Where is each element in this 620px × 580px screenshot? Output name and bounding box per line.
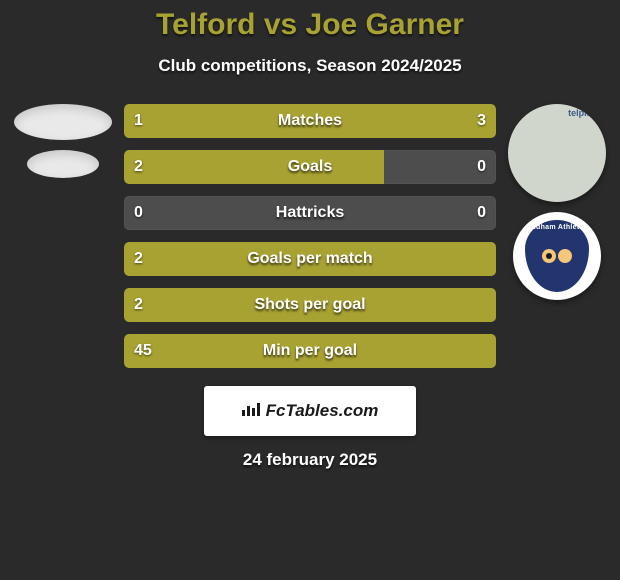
stat-value-left: 2 (134, 250, 143, 268)
stat-value-left: 1 (134, 112, 143, 130)
stat-row: 2 0 Goals (124, 150, 496, 184)
chart-icon (242, 402, 260, 420)
club-name-text: Oldham Athletic (525, 224, 589, 231)
stat-row: 0 0 Hattricks (124, 196, 496, 230)
stat-value-right: 3 (477, 112, 486, 130)
left-club-badge-placeholder (27, 150, 99, 178)
right-player-col: telpi.v. Oldham Athletic (502, 104, 612, 300)
main-row: 1 3 Matches 2 0 Goals 0 0 Hattricks 2 Goals per ma… (0, 104, 620, 368)
stat-label: Goals per match (247, 250, 372, 268)
avatar-watermark: telpi.v. (568, 108, 596, 118)
stat-row: 2 Goals per match (124, 242, 496, 276)
stats-bars: 1 3 Matches 2 0 Goals 0 0 Hattricks 2 Goals per ma… (118, 104, 502, 368)
stat-label: Min per goal (263, 342, 357, 360)
date-text: 24 february 2025 (0, 450, 620, 470)
subtitle: Club competitions, Season 2024/2025 (0, 56, 620, 76)
attribution-text: FcTables.com (266, 401, 379, 421)
left-player-col (8, 104, 118, 178)
stat-bar-left (124, 150, 384, 184)
stat-value-left: 0 (134, 204, 143, 222)
comparison-card: Telford vs Joe Garner Club competitions,… (0, 0, 620, 470)
stat-value-left: 45 (134, 342, 152, 360)
stat-value-left: 2 (134, 158, 143, 176)
stat-value-right: 0 (477, 158, 486, 176)
stat-bar-right (217, 104, 496, 138)
attribution-badge: FcTables.com (204, 386, 416, 436)
stat-row: 2 Shots per goal (124, 288, 496, 322)
right-player-avatar: telpi.v. (508, 104, 606, 202)
stat-label: Hattricks (276, 204, 344, 222)
stat-row: 45 Min per goal (124, 334, 496, 368)
stat-label: Goals (288, 158, 332, 176)
stat-row: 1 3 Matches (124, 104, 496, 138)
stat-label: Shots per goal (254, 296, 365, 314)
right-club-badge: Oldham Athletic (513, 212, 601, 300)
owl-icon (540, 241, 574, 271)
stat-label: Matches (278, 112, 342, 130)
page-title: Telford vs Joe Garner (0, 8, 620, 42)
stat-value-right: 0 (477, 204, 486, 222)
left-player-avatar-placeholder (14, 104, 112, 140)
stat-value-left: 2 (134, 296, 143, 314)
